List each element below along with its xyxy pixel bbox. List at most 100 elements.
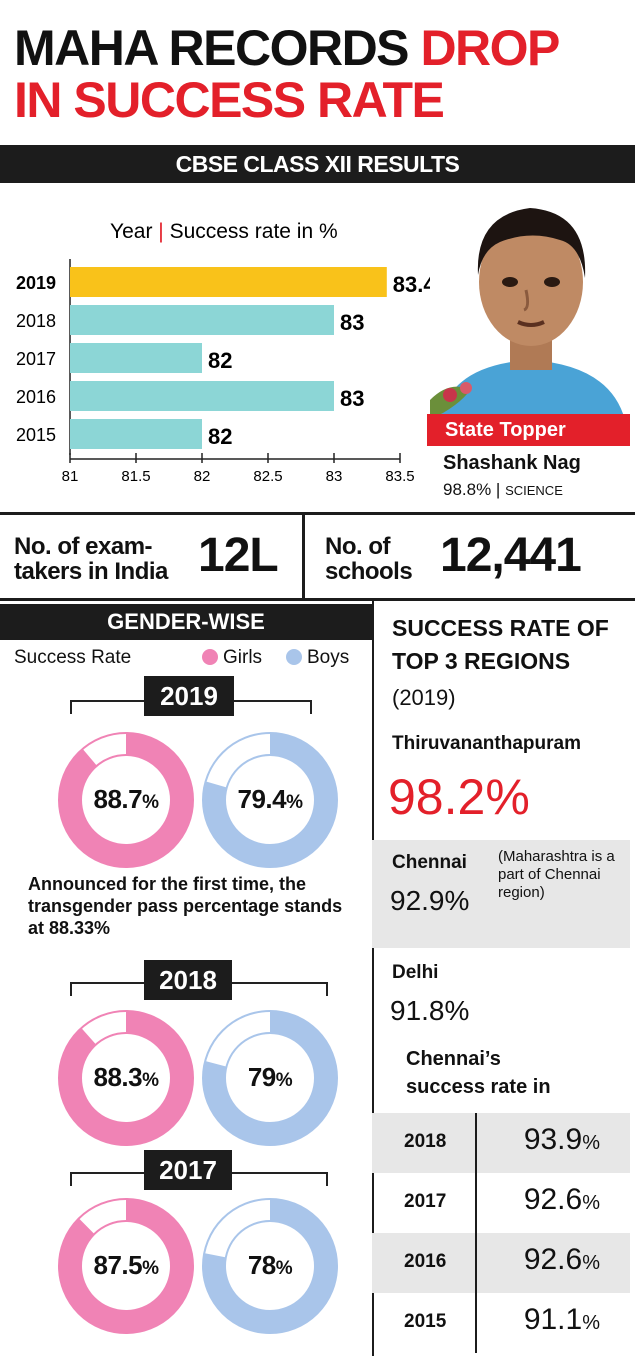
table-value: 92.6%	[524, 1243, 600, 1277]
donut-boys-2017	[202, 1198, 338, 1334]
regions-heading-line: TOP 3 REGIONS	[392, 648, 571, 674]
table-value-number: 93.9	[523, 1123, 583, 1156]
table-row: 2016 92.6%	[372, 1233, 630, 1293]
stat-label-line: schools	[325, 558, 413, 585]
divider	[0, 598, 635, 601]
region-note-chennai: (Maharashtra is a part of Chennai region…	[498, 848, 615, 901]
x-tick-label: 81.5	[121, 468, 150, 485]
stat-value-schools: 12,441	[440, 529, 582, 582]
region-value-delhi: 91.8%	[390, 995, 470, 1026]
stat-label-schools: No. of schools	[325, 533, 413, 585]
column-divider	[372, 600, 374, 1356]
girls-value: 87.5	[93, 1250, 143, 1280]
percent-sign: %	[582, 1252, 600, 1274]
bar-chart-svg: Year | Success rate in % 2019 83.4 2018 83 20…	[16, 220, 430, 485]
table-value-number: 92.6	[523, 1243, 583, 1276]
bar-2019	[70, 267, 387, 297]
chennai-heading-line: success rate in	[406, 1076, 551, 1098]
category-label: 2016	[16, 387, 56, 407]
girls-dot-icon	[202, 649, 218, 665]
bar-2017	[70, 343, 202, 373]
headline-drop: DROP	[420, 20, 560, 76]
bar-2016	[70, 381, 334, 411]
table-value: 91.1%	[524, 1303, 600, 1337]
topper-stream: SCIENCE	[505, 483, 563, 498]
table-year: 2017	[404, 1191, 447, 1212]
bar-chart: Year | Success rate in % 2019 83.4 2018 83 20…	[0, 183, 430, 513]
table-year: 2018	[404, 1131, 447, 1152]
value-label: 83	[340, 310, 364, 335]
x-tick-label: 82	[194, 468, 211, 485]
gender-legend: Success Rate Girls Boys	[14, 647, 364, 669]
category-label: 2019	[16, 273, 56, 293]
table-value-number: 91.1	[523, 1303, 583, 1336]
donut-girls-2018	[58, 1010, 194, 1146]
x-tick-label: 82.5	[253, 468, 282, 485]
section-band-gender: GENDER-WISE	[0, 604, 372, 640]
donut-arc-girls	[59, 1199, 193, 1333]
boys-rate-2018: 79%	[200, 1062, 340, 1093]
category-label: 2015	[16, 425, 56, 445]
boys-value: 78	[247, 1250, 276, 1280]
stat-label-line: No. of	[325, 533, 390, 560]
bar-2018	[70, 305, 334, 335]
category-label: 2017	[16, 349, 56, 369]
donut-arc-girls	[59, 733, 193, 867]
girls-value: 88.3	[93, 1062, 143, 1092]
value-label: 83.4	[393, 272, 430, 297]
girls-rate-2017: 87.5%	[56, 1250, 196, 1281]
chart-title: Year | Success rate in %	[110, 220, 338, 243]
value-label: 82	[208, 348, 232, 373]
regions-year: (2019)	[392, 685, 456, 710]
boys-rate-2019: 79.4%	[200, 784, 340, 815]
regions-heading: SUCCESS RATE OF TOP 3 REGIONS	[392, 612, 632, 678]
legend-girls: Girls	[202, 647, 262, 669]
boys-dot-icon	[286, 649, 302, 665]
girls-rate-2019: 88.7%	[56, 784, 196, 815]
x-tick-label: 83.5	[385, 468, 414, 485]
headline-part1: MAHA RECORDS	[14, 20, 421, 76]
region-highlight-box	[372, 840, 630, 948]
boys-value: 79	[247, 1062, 276, 1092]
x-tick-label: 83	[326, 468, 343, 485]
legend-boys: Boys	[286, 647, 349, 669]
divider	[302, 512, 305, 600]
category-label: 2018	[16, 311, 56, 331]
x-tick-label: 81	[62, 468, 79, 485]
percent-sign: %	[142, 792, 159, 813]
year-box-2017: 2017	[144, 1150, 232, 1190]
donut-arc-girls	[59, 1011, 193, 1145]
donut-arc-boys	[203, 1199, 337, 1333]
year-box-2018: 2018	[144, 960, 232, 1000]
table-row: 2017 92.6%	[372, 1173, 630, 1233]
divider	[0, 512, 635, 515]
table-year: 2015	[404, 1311, 447, 1332]
legend-title: Success Rate	[14, 647, 132, 668]
percent-sign: %	[286, 792, 303, 813]
percent-sign: %	[142, 1070, 159, 1091]
table-value: 93.9%	[524, 1123, 600, 1157]
region-value-thiruvananthapuram: 98.2%	[388, 769, 530, 825]
donut-boys-2018	[202, 1010, 338, 1146]
stat-label-line: No. of exam-	[14, 533, 153, 560]
value-label: 82	[208, 424, 232, 449]
donut-girls-2017	[58, 1198, 194, 1334]
state-topper-badge: State Topper	[427, 414, 630, 446]
legend-girls-label: Girls	[223, 647, 263, 668]
transgender-note: Announced for the first time, the transg…	[28, 874, 343, 938]
percent-sign: %	[582, 1192, 600, 1214]
stat-label-exam-takers: No. of exam- takers in India	[14, 534, 168, 584]
table-row: 2015 91.1%	[372, 1293, 630, 1353]
girls-rate-2018: 88.3%	[56, 1062, 196, 1093]
topper-name: Shashank Nag	[443, 452, 581, 474]
table-year: 2016	[404, 1251, 447, 1272]
percent-sign: %	[275, 1070, 293, 1091]
percent-sign: %	[275, 1258, 293, 1279]
headline-part3: IN SUCCESS RATE	[14, 72, 445, 128]
donut-girls-2019	[58, 732, 194, 868]
region-name-chennai: Chennai	[392, 852, 467, 873]
region-value-chennai: 92.9%	[390, 885, 470, 916]
headline: MAHA RECORDS DROP IN SUCCESS RATE	[14, 22, 624, 126]
topper-photo	[430, 190, 630, 420]
topper-score: 98.8% | SCIENCE	[443, 480, 563, 500]
